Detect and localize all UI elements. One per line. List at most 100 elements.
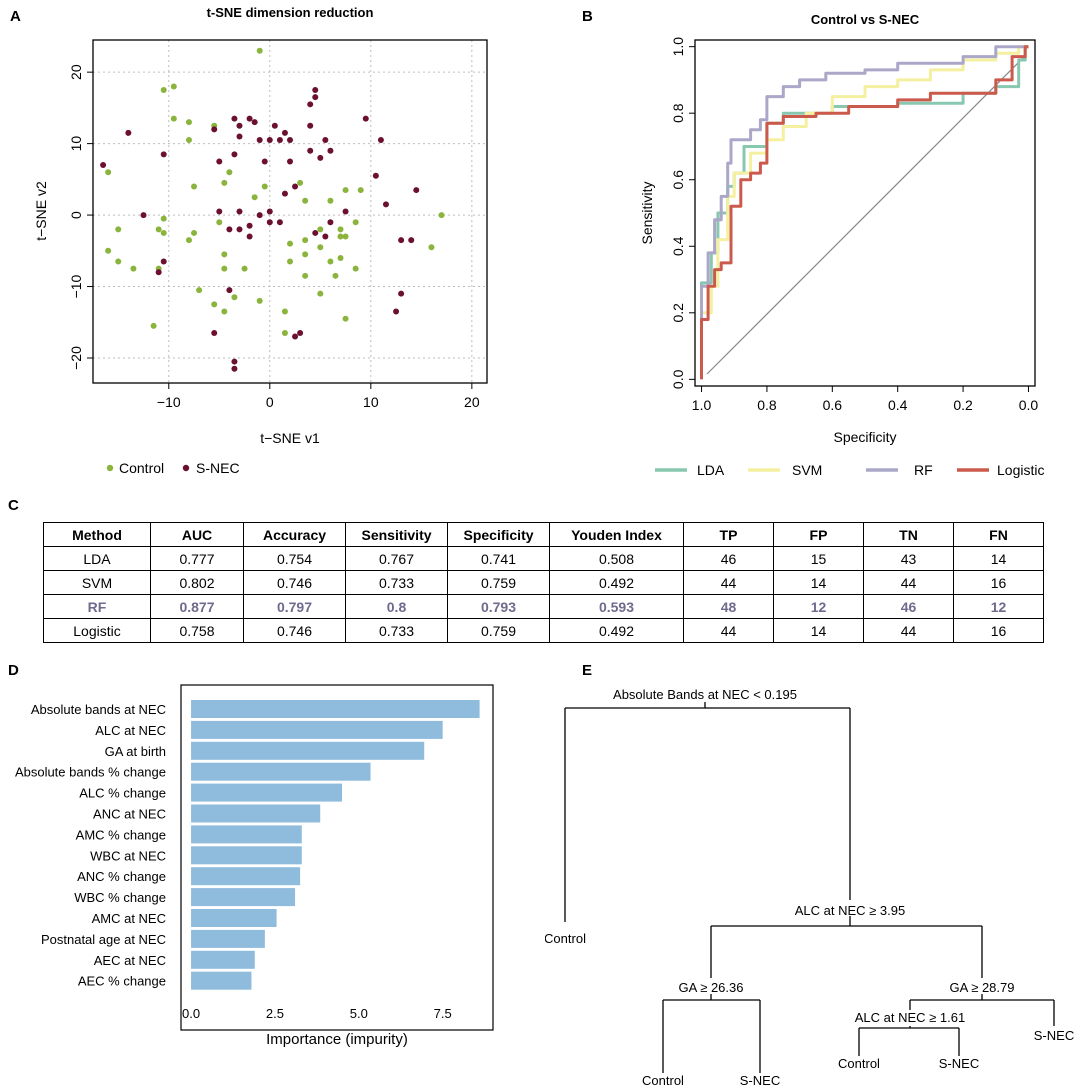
importance-bar xyxy=(191,762,371,781)
tsne-point-control xyxy=(160,215,167,222)
legend-snec-marker xyxy=(182,464,190,472)
tsne-point-control xyxy=(191,229,198,236)
tsne-point-control xyxy=(297,179,304,186)
panel-label-c: C xyxy=(8,497,19,514)
tsne-y-tick-label: 20 xyxy=(68,64,84,80)
tsne-point-control xyxy=(105,247,112,254)
tsne-point-snec xyxy=(211,126,218,133)
panel-label-a: A xyxy=(10,8,21,25)
tsne-point-control xyxy=(185,119,192,126)
roc-lines xyxy=(700,45,1029,380)
tsne-point-snec xyxy=(226,226,233,233)
table-row: SVM 0.802 0.746 0.733 0.759 0.492 44 14 44 16 xyxy=(43,570,1044,595)
tsne-point-control xyxy=(327,197,334,204)
table-cell: 16 xyxy=(953,570,1044,595)
importance-bar xyxy=(191,909,277,927)
tsne-point-snec xyxy=(307,147,314,154)
tsne-point-snec xyxy=(231,365,238,372)
importance-plot-frame xyxy=(180,684,494,1031)
importance-category-label: GA at birth xyxy=(105,744,166,759)
table-cell: 0.741 xyxy=(447,546,550,571)
importance-xlabel: Importance (impurity) xyxy=(266,1031,408,1048)
tsne-x-tick-label: −10 xyxy=(157,394,181,410)
tsne-point-snec xyxy=(307,101,314,108)
table-cell: 44 xyxy=(863,570,954,595)
tsne-axes: −10 0 10 20 −20 −10 0 10 20 xyxy=(68,64,480,410)
decision-tree-diagram: Absolute Bands at NEC < 0.195 Control AL… xyxy=(545,687,1074,1088)
tsne-ylabel: t−SNE v2 xyxy=(33,181,49,241)
tree-leaf-snec-2: S-NEC xyxy=(939,1056,979,1071)
table-header-cell: Youden Index xyxy=(549,522,684,547)
tsne-point-control xyxy=(191,183,198,190)
tsne-point-control xyxy=(196,287,203,294)
tsne-point-snec xyxy=(287,158,293,165)
table-cell: 43 xyxy=(863,546,954,571)
table-header-cell: Accuracy xyxy=(243,522,346,547)
table-cell: 44 xyxy=(683,570,774,595)
tsne-point-snec xyxy=(312,94,319,101)
tsne-point-control xyxy=(231,294,238,301)
table-cell: 0.767 xyxy=(345,546,448,571)
tree-split-ga2: GA ≥ 28.79 xyxy=(950,980,1015,995)
importance-bar xyxy=(191,783,343,802)
table-header-cell: TN xyxy=(863,522,954,547)
panel-label-d: D xyxy=(8,662,19,679)
roc-x-tick-label: 0.2 xyxy=(953,397,973,413)
tsne-point-snec xyxy=(327,147,334,154)
tree-split-alc: ALC at NEC ≥ 3.95 xyxy=(795,903,905,918)
tsne-point-control xyxy=(327,258,334,265)
tsne-point-control xyxy=(342,187,349,194)
tsne-point-control xyxy=(317,226,324,233)
legend-control-marker xyxy=(106,464,114,472)
roc-xlabel: Specificity xyxy=(833,429,896,445)
table-cell: 0.802 xyxy=(150,570,244,595)
tsne-point-control xyxy=(352,219,359,226)
tsne-point-snec xyxy=(408,237,415,244)
legend-lda-label: LDA xyxy=(697,462,725,478)
tsne-point-snec xyxy=(307,122,314,129)
tsne-point-snec xyxy=(312,229,319,236)
tsne-point-snec xyxy=(281,190,288,197)
table-cell: 14 xyxy=(953,546,1044,571)
roc-x-tick-label: 0.4 xyxy=(888,397,908,413)
roc-line-rf xyxy=(700,45,1029,380)
importance-category-label: Postnatal age at NEC xyxy=(41,932,166,947)
tsne-point-control xyxy=(170,83,177,90)
tsne-point-snec xyxy=(140,212,147,219)
tsne-y-tick-label: 0 xyxy=(68,211,84,219)
table-cell: RF xyxy=(43,594,151,619)
table-cell: 15 xyxy=(773,546,864,571)
table-cell: 46 xyxy=(863,594,954,619)
table-cell: 48 xyxy=(683,594,774,619)
tree-edges xyxy=(564,702,1055,1073)
tree-leaf-control-1: Control xyxy=(545,931,586,946)
tsne-point-control xyxy=(226,169,233,176)
tsne-point-snec xyxy=(236,133,243,140)
tsne-point-snec xyxy=(160,258,167,265)
table-header-cell: AUC xyxy=(150,522,244,547)
tsne-point-control xyxy=(256,47,263,54)
importance-x-tick-label: 7.5 xyxy=(434,1006,452,1021)
tsne-legend: Control S-NEC xyxy=(106,460,240,476)
roc-y-tick-label: 0.6 xyxy=(670,170,686,190)
table-cell: 0.759 xyxy=(447,618,550,643)
tsne-point-snec xyxy=(281,129,288,136)
tsne-point-snec xyxy=(393,308,400,315)
tsne-point-snec xyxy=(246,222,253,229)
tsne-point-snec xyxy=(342,208,349,215)
tsne-point-snec xyxy=(312,87,319,94)
table-cell: 0.746 xyxy=(243,570,346,595)
tsne-point-snec xyxy=(327,219,334,226)
tsne-point-snec xyxy=(251,119,258,126)
tree-split-alc2: ALC at NEC ≥ 1.61 xyxy=(855,1010,965,1025)
table-cell: 44 xyxy=(683,618,774,643)
tree-labels: Absolute Bands at NEC < 0.195 Control AL… xyxy=(545,687,1074,1088)
tsne-x-tick-label: 10 xyxy=(363,394,379,410)
tsne-point-snec xyxy=(287,137,293,144)
tsne-point-snec xyxy=(398,237,405,244)
importance-category-label: AEC % change xyxy=(78,974,166,989)
tree-leaf-control-2: Control xyxy=(642,1073,684,1088)
table-cell: 12 xyxy=(773,594,864,619)
roc-ylabel: Sensitivity xyxy=(639,181,655,244)
table-cell: 0.733 xyxy=(345,570,448,595)
